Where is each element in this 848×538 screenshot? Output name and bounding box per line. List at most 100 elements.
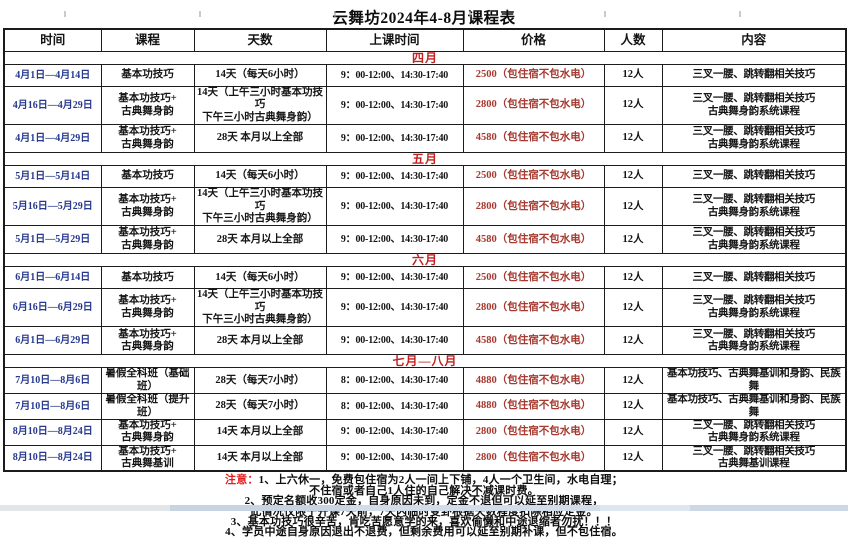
course-row: 5月1日—5月14日 基本功技巧 14天（每天6小时） 9：00-12:00、1… [3,165,847,189]
content-cell: 三叉一腰、跳转翻相关技巧 古典舞身韵系统课程 [661,85,847,126]
header-row: 时间 课程 天数 上课时间 价格 人数 内容 [3,28,847,52]
course-row: 4月16日—4月29日 基本功技巧+ 古典舞身韵 14天（上午三小时基本功技巧 … [3,85,847,126]
time-cell: 5月16日—5月29日 [3,187,102,227]
price-cell: 2800（包住宿不包水电） [462,85,605,126]
time-cell: 4月1日—4月29日 [3,124,102,154]
class-time-cell: 8：00-12:00、14:30-17:40 [325,367,464,395]
days-cell: 14天 本月以上全部 [193,444,327,472]
month-label: 五月 [4,152,846,167]
class-time-cell: 9：00-12:00、14:30-17:40 [325,165,464,189]
month-band-june: 六月 [4,253,846,268]
month-label: 四月 [4,51,846,65]
course-cell: 基本功技巧 [100,64,195,87]
days-cell: 28天 本月以上全部 [193,225,327,255]
content-cell: 三叉一腰、跳转翻相关技巧 古典舞身韵系统课程 [661,418,847,446]
price-cell: 4580（包住宿不包水电） [462,225,605,255]
price-cell: 4880（包住宿不包水电） [462,393,605,420]
month-label: 七月—八月 [4,354,846,369]
class-time-cell: 9：00-12:00、14:30-17:40 [325,326,464,356]
days-cell: 14天 本月以上全部 [193,418,327,446]
class-time-cell: 9：00-12:00、14:30-17:40 [325,225,464,255]
course-row: 6月1日—6月29日 基本功技巧+ 古典舞身韵 28天 本月以上全部 9：00-… [3,326,847,356]
price-cell: 4580（包住宿不包水电） [462,124,605,154]
class-time-cell: 9：00-12:00、14:30-17:40 [325,444,464,472]
course-cell: 基本功技巧+ 古典舞身韵 [100,124,195,154]
course-row: 7月10日—8月6日 暑假全科班（提升班） 28天（每天7小时） 8：00-12… [3,393,847,420]
course-cell: 基本功技巧+ 古典舞基训 [100,444,195,472]
strip-segment [170,505,350,511]
people-cell: 12人 [603,288,663,328]
content-cell: 三叉一腰、跳转翻相关技巧 古典舞身韵系统课程 [661,326,847,356]
days-cell: 28天（每天7小时） [193,367,327,395]
course-row: 6月16日—6月29日 基本功技巧+ 古典舞身韵 14天（上午三小时基本功技巧 … [3,288,847,328]
price-cell: 4880（包住宿不包水电） [462,367,605,395]
price-cell: 2800（包住宿不包水电） [462,418,605,446]
course-row: 4月1日—4月14日 基本功技巧 14天（每天6小时） 9：00-12:00、1… [3,64,847,87]
col-header-class-time: 上课时间 [325,28,464,52]
content-cell: 三叉一腰、跳转翻相关技巧 古典舞身韵系统课程 [661,124,847,154]
time-cell: 8月10日—8月24日 [3,444,102,472]
content-cell: 三叉一腰、跳转翻相关技巧 古典舞身韵系统课程 [661,225,847,255]
people-cell: 12人 [603,367,663,395]
month-band-april: 四月 [4,51,846,65]
course-schedule-page: 云舞坊2024年4-8月课程表 时间 课程 天数 上课时间 价格 人数 内容 四… [0,11,848,538]
class-time-cell: 9：00-12:00、14:30-17:40 [325,288,464,328]
class-time-cell: 9：00-12:00、14:30-17:40 [325,418,464,446]
month-label: 六月 [4,253,846,268]
days-cell: 28天 本月以上全部 [193,326,327,356]
col-header-days: 天数 [193,28,327,52]
price-cell: 2800（包住宿不包水电） [462,187,605,227]
days-cell: 14天（每天6小时） [193,266,327,290]
time-cell: 4月1日—4月14日 [3,64,102,87]
days-cell: 14天（每天6小时） [193,165,327,189]
course-cell: 暑假全科班（基础班） [100,367,195,395]
course-cell: 基本功技巧+ 古典舞身韵 [100,418,195,446]
time-cell: 6月16日—6月29日 [3,288,102,328]
days-cell: 14天（上午三小时基本功技巧 下午三小时古典舞身韵） [193,85,327,126]
course-cell: 暑假全科班（提升班） [100,393,195,420]
content-cell: 基本功技巧、古典舞基训和身韵、民族舞 [661,367,847,395]
time-cell: 5月1日—5月29日 [3,225,102,255]
people-cell: 12人 [603,393,663,420]
month-band-july-august: 七月—八月 [4,354,846,369]
course-cell: 基本功技巧+ 古典舞身韵 [100,187,195,227]
note-line: 4、学员中途自身原因退出不退费，但剩余费用可以延至别期补课，但不包住宿。 [225,526,623,538]
content-cell: 三叉一腰、跳转翻相关技巧 古典舞身韵系统课程 [661,288,847,328]
people-cell: 12人 [603,266,663,290]
days-cell: 14天（每天6小时） [193,64,327,87]
course-row: 8月10日—8月24日 基本功技巧+ 古典舞身韵 14天 本月以上全部 9：00… [3,418,847,446]
people-cell: 12人 [603,418,663,446]
people-cell: 12人 [603,444,663,472]
course-row: 4月1日—4月29日 基本功技巧+ 古典舞身韵 28天 本月以上全部 9：00-… [3,124,847,154]
col-header-price: 价格 [462,28,605,52]
days-cell: 28天 本月以上全部 [193,124,327,154]
time-cell: 6月1日—6月29日 [3,326,102,356]
class-time-cell: 9：00-12:00、14:30-17:40 [325,124,464,154]
strip-segment [0,505,170,511]
time-cell: 6月1日—6月14日 [3,266,102,290]
col-header-content: 内容 [661,28,847,52]
class-time-cell: 8：00-12:00、14:30-17:40 [325,393,464,420]
people-cell: 12人 [603,326,663,356]
time-cell: 7月10日—8月6日 [3,367,102,395]
price-cell: 4580（包住宿不包水电） [462,326,605,356]
course-row: 5月16日—5月29日 基本功技巧+ 古典舞身韵 14天（上午三小时基本功技巧 … [3,187,847,227]
col-header-course: 课程 [100,28,195,52]
people-cell: 12人 [603,165,663,189]
content-cell: 三叉一腰、跳转翻相关技巧 古典舞身韵系统课程 [661,187,847,227]
days-cell: 14天（上午三小时基本功技巧 下午三小时古典舞身韵） [193,187,327,227]
note-line: 注意：1、上六休一，免费包住宿为2人一间上下铺，4人一个卫生间，水电自理； [0,475,848,486]
price-cell: 2800（包住宿不包水电） [462,288,605,328]
cropped-row-remnant [0,11,848,17]
content-cell: 三叉一腰、跳转翻相关技巧 [661,266,847,290]
price-cell: 2500（包住宿不包水电） [462,266,605,290]
time-cell: 7月10日—8月6日 [3,393,102,420]
content-cell: 三叉一腰、跳转翻相关技巧 古典舞基训课程 [661,444,847,472]
content-cell: 三叉一腰、跳转翻相关技巧 [661,165,847,189]
time-cell: 8月10日—8月24日 [3,418,102,446]
time-cell: 4月16日—4月29日 [3,85,102,126]
course-cell: 基本功技巧+ 古典舞身韵 [100,225,195,255]
time-cell: 5月1日—5月14日 [3,165,102,189]
course-row: 5月1日—5月29日 基本功技巧+ 古典舞身韵 28天 本月以上全部 9：00-… [3,225,847,255]
course-row: 6月1日—6月14日 基本功技巧 14天（每天6小时） 9：00-12:00、1… [3,266,847,290]
